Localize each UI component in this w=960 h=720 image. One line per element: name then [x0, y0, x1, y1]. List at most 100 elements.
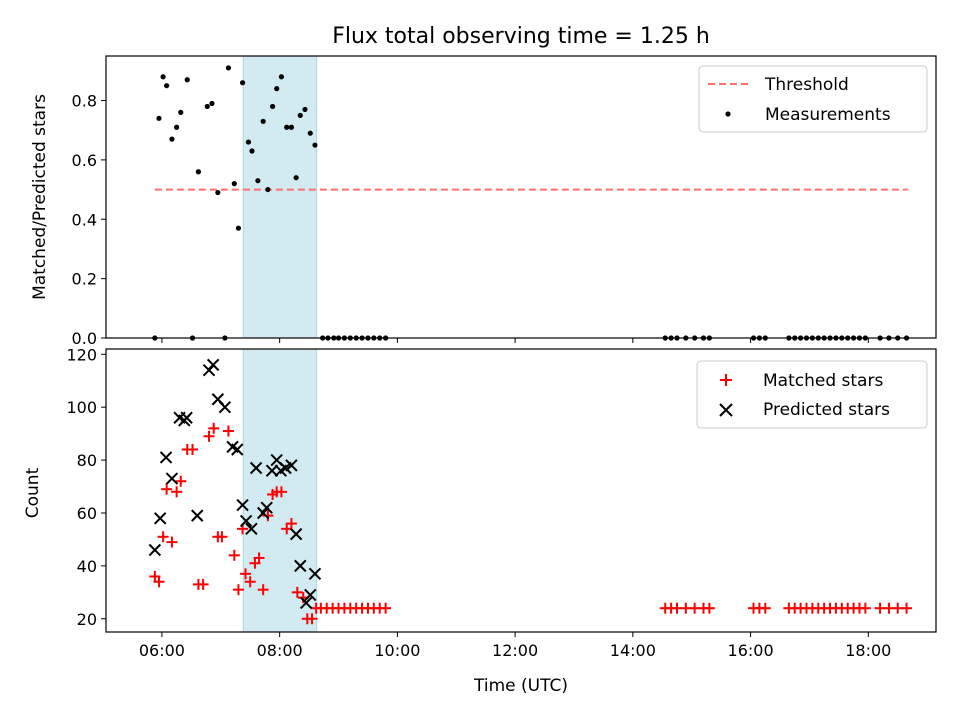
top-legend: Threshold Measurements [698, 65, 928, 133]
bottom-y-tick-label: 40 [77, 557, 97, 576]
top-shaded-span [242, 55, 318, 339]
matched-star-point [166, 536, 178, 548]
bottom-legend: Matched stars Predicted stars [696, 360, 928, 429]
matched-star-point [285, 518, 297, 530]
matched-star-point [203, 430, 215, 442]
predicted-star-point [153, 512, 167, 525]
measurement-point [204, 103, 210, 110]
bottom-panel: 20 40 60 80 100 120 06:00 08:00 10:00 12:00 14:00… [23, 345, 937, 696]
predicted-star-point [265, 464, 279, 477]
matched-star-point [759, 602, 771, 614]
matched-star-point [901, 602, 913, 614]
x-tick-label: 14:00 [610, 641, 656, 660]
measurement-point [245, 139, 252, 145]
legend-threshold-label: Threshold [764, 75, 849, 95]
matched-star-point [187, 444, 199, 456]
legend-predicted-marker [719, 403, 733, 417]
legend-matched-marker [720, 374, 732, 386]
predicted-star-point [285, 459, 298, 472]
matched-star-point [171, 486, 183, 498]
matched-star-point [208, 422, 220, 434]
matched-star-point [380, 602, 392, 614]
matched-star-point [222, 425, 234, 437]
matched-star-point [291, 586, 303, 598]
predicted-star-point [260, 501, 273, 514]
matched-star-point [175, 475, 187, 487]
predicted-star-point [159, 451, 173, 464]
matched-star-point [216, 531, 228, 543]
bottom-y-tick-label: 80 [77, 451, 97, 470]
measurement-point [195, 169, 202, 175]
predicted-star-point [180, 411, 193, 424]
measurement-point [302, 106, 308, 113]
top-y-tick-label: 0.6 [72, 151, 97, 170]
matched-star-point [859, 602, 871, 614]
top-legend-box [698, 65, 928, 133]
bottom-y-axis-label: Count [23, 467, 43, 518]
measurement-point [164, 83, 170, 89]
measurement-point [156, 115, 162, 121]
predicted-star-point [231, 443, 244, 456]
predicted-star-point [304, 588, 317, 602]
x-tick-label: 06:00 [139, 641, 185, 660]
measurement-point [284, 124, 290, 130]
measurement-point [215, 189, 221, 196]
bottom-y-tick-label: 120 [66, 345, 97, 364]
measurement-point [312, 142, 318, 148]
measurement-point [260, 118, 266, 124]
predicted-star-point [206, 358, 220, 372]
top-y-tick-label: 0.4 [72, 210, 97, 229]
predicted-star-point [294, 559, 307, 573]
matched-star-point [275, 486, 287, 498]
predicted-star-point [218, 400, 232, 414]
top-y-axis-label: Matched/Predicted stars [30, 94, 50, 300]
matched-star-point [153, 576, 165, 588]
top-y-tick-label: 0.0 [72, 329, 97, 348]
bottom-y-tick-label: 100 [66, 398, 97, 417]
legend-matched-label: Matched stars [763, 371, 883, 391]
x-tick-label: 16:00 [728, 641, 774, 660]
predicted-star-point [148, 543, 162, 557]
measurement-point [293, 175, 299, 181]
top-y-tick-label: 0.2 [72, 270, 97, 289]
measurement-point [231, 181, 237, 187]
top-panel: 0.00.20.40.60.8 Matched/Predicted stars … [30, 55, 937, 348]
measurement-point [278, 74, 285, 80]
measurement-point [184, 77, 190, 83]
measurement-point [307, 130, 313, 136]
matched-star-point [228, 549, 240, 561]
bottom-legend-box [696, 360, 928, 429]
measurement-point [265, 186, 271, 193]
measurement-point [209, 100, 215, 107]
measurement-point [274, 86, 280, 92]
measurement-point [169, 136, 175, 142]
x-tick-label: 12:00 [492, 641, 538, 660]
legend-predicted-label: Predicted stars [763, 400, 890, 420]
matched-star-point [703, 602, 715, 614]
matched-star-point [281, 523, 293, 535]
measurement-point [297, 112, 303, 118]
matched-star-point [157, 531, 169, 543]
matched-star-point [244, 576, 256, 588]
bottom-plot-frame [105, 348, 937, 633]
measurement-point [174, 124, 180, 130]
x-tick-label: 08:00 [257, 641, 303, 660]
bottom-y-tick-label: 60 [77, 504, 97, 523]
measurement-point [269, 103, 276, 110]
measurement-point [178, 109, 184, 115]
matched-star-point [253, 552, 265, 564]
predicted-star-point [165, 472, 179, 485]
top-y-tick-label: 0.8 [72, 92, 97, 111]
measurement-point [288, 124, 295, 130]
legend-measurements-marker [725, 111, 731, 117]
bottom-shaded-span [242, 348, 318, 633]
bottom-y-tick-label: 20 [77, 610, 97, 629]
predicted-star-point [308, 567, 322, 581]
measurement-point [160, 74, 166, 80]
predicted-star-point [249, 461, 263, 475]
matched-star-point [262, 510, 274, 522]
matched-star-point [161, 483, 173, 495]
predicted-star-point [245, 522, 258, 536]
x-tick-label: 10:00 [374, 641, 420, 660]
